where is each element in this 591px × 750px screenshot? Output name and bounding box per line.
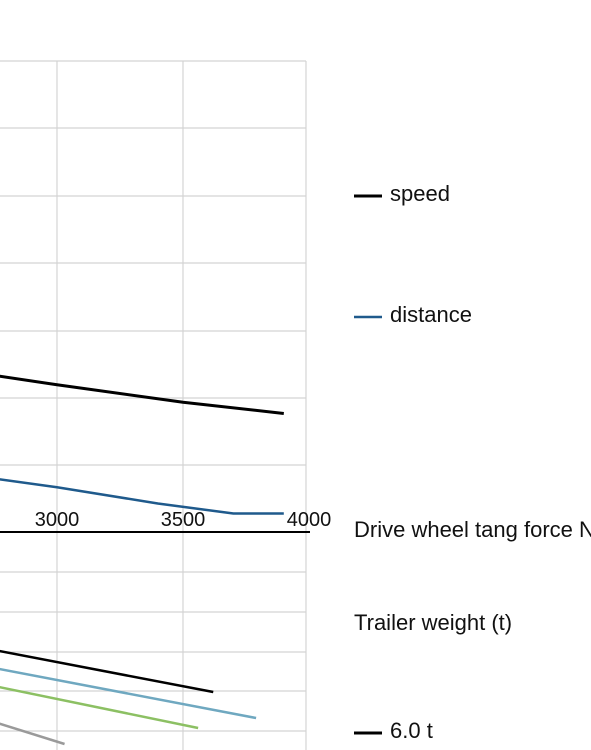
trailer-series-line: [0, 649, 214, 694]
series-line-speed: [0, 374, 284, 415]
trailer-series-line: [0, 722, 65, 746]
x-tick-labels: 3000 3500 4000: [35, 509, 332, 531]
series-line-distance: [0, 478, 284, 515]
x-tick-label: 3500: [161, 509, 206, 531]
legend-label-6t: 6.0 t: [390, 718, 433, 743]
bottom-chart-grid: [0, 532, 307, 750]
x-axis-title: Drive wheel tang force N: [354, 517, 591, 542]
x-tick-label: 3000: [35, 509, 80, 531]
legend-label-distance: distance: [390, 302, 472, 327]
bottom-chart-series: [0, 649, 257, 746]
legend-label-speed: speed: [390, 181, 450, 206]
top-chart-grid: [0, 60, 307, 532]
trailer-weight-title: Trailer weight (t): [354, 610, 512, 635]
trailer-series-line: [0, 685, 199, 730]
x-tick-label: 4000: [287, 509, 332, 531]
trailer-series-line: [0, 667, 257, 720]
top-chart-series: [0, 374, 284, 515]
